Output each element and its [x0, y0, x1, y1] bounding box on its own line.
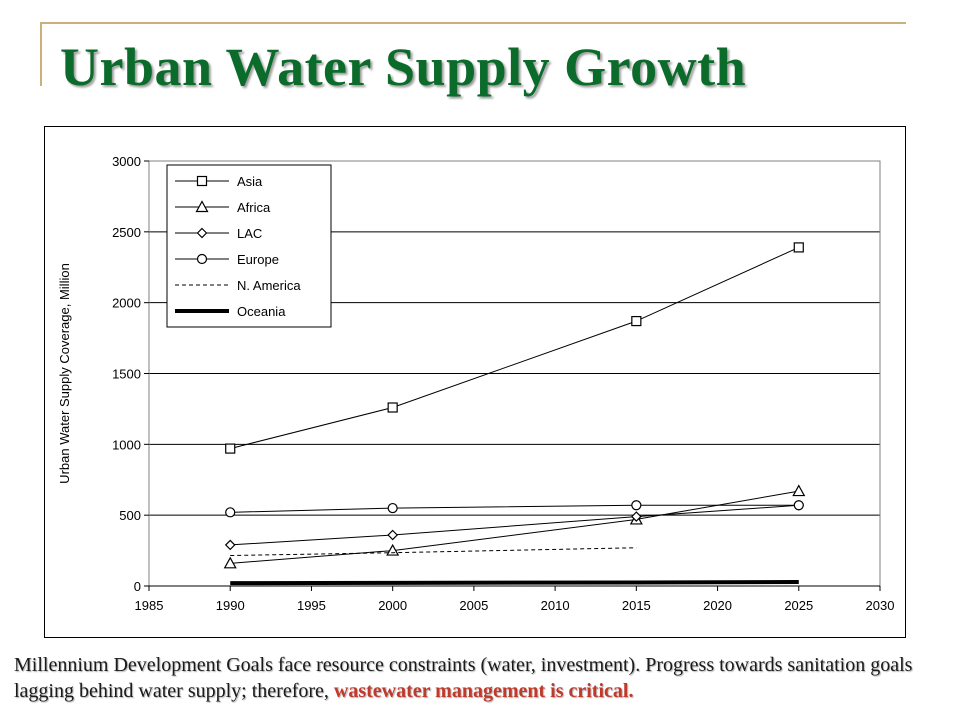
data-point-europe: [793, 500, 804, 511]
legend-label-asia: Asia: [237, 174, 263, 189]
series-line-oceania: [230, 580, 799, 586]
legend-label-lac: LAC: [237, 226, 262, 241]
data-point-lac: [224, 539, 236, 551]
data-point-europe: [631, 500, 642, 511]
data-point-lac: [387, 529, 399, 541]
data-point-africa: [223, 556, 237, 569]
legend-label-africa: Africa: [237, 200, 271, 215]
y-axis-label: Urban Water Supply Coverage, Million: [57, 263, 72, 484]
y-tick-label: 3000: [112, 154, 141, 169]
legend-marker-asia: [196, 175, 208, 187]
decorative-horizontal-rule: [40, 22, 906, 24]
data-point-asia: [387, 402, 398, 413]
x-tick-label: 1990: [216, 598, 245, 613]
x-tick-label: 2030: [866, 598, 895, 613]
series-line-lac: [230, 504, 799, 546]
legend-label-europe: Europe: [237, 252, 279, 267]
x-tick-label: 2020: [703, 598, 732, 613]
x-tick-label: 2000: [378, 598, 407, 613]
x-tick-label: 2005: [459, 598, 488, 613]
x-tick-label: 2015: [622, 598, 651, 613]
decorative-vertical-rule: [40, 22, 42, 86]
series-line-europe: [230, 504, 799, 513]
y-tick-label: 0: [134, 579, 141, 594]
chart-frame: 0 500 1000 1500 2000 2500 3000 1985 1990 1995 2000…: [44, 126, 906, 638]
y-tick-label: 1500: [112, 367, 141, 382]
series-line-africa: [230, 490, 799, 564]
y-tick-label: 1000: [112, 437, 141, 452]
data-point-africa: [386, 543, 400, 556]
line-chart: 0 500 1000 1500 2000 2500 3000 1985 1990 1995 2000…: [57, 154, 895, 613]
legend-marker-europe: [196, 253, 208, 265]
x-tick-label: 1985: [135, 598, 164, 613]
data-point-europe: [225, 507, 236, 518]
slide-caption: Millennium Development Goals face resour…: [14, 652, 944, 704]
data-point-lac: [630, 511, 642, 522]
legend-marker-africa: [195, 200, 209, 213]
series-line-asia: [230, 246, 799, 450]
data-point-asia: [225, 443, 236, 454]
legend-marker-lac: [196, 227, 208, 239]
legend-label-n-america: N. America: [237, 278, 301, 293]
caption-highlight: wastewater management is critical.: [333, 680, 634, 702]
data-point-asia: [631, 315, 642, 327]
data-point-africa: [792, 484, 806, 497]
data-point-asia: [793, 242, 804, 253]
y-tick-label: 2500: [112, 225, 141, 240]
y-tick-label: 2000: [112, 296, 141, 311]
slide-title: Urban Water Supply Growth: [60, 37, 747, 97]
legend-box: [166, 164, 332, 328]
caption-text: Millennium Development Goals face resour…: [14, 654, 913, 702]
y-tick-label: 500: [119, 508, 141, 523]
series-line-n-america: [230, 547, 637, 557]
x-tick-label: 2025: [784, 598, 813, 613]
x-tick-label: 1995: [297, 598, 326, 613]
x-tick-label: 2010: [541, 598, 570, 613]
data-point-europe: [387, 502, 398, 514]
legend-label-oceania: Oceania: [237, 304, 286, 319]
